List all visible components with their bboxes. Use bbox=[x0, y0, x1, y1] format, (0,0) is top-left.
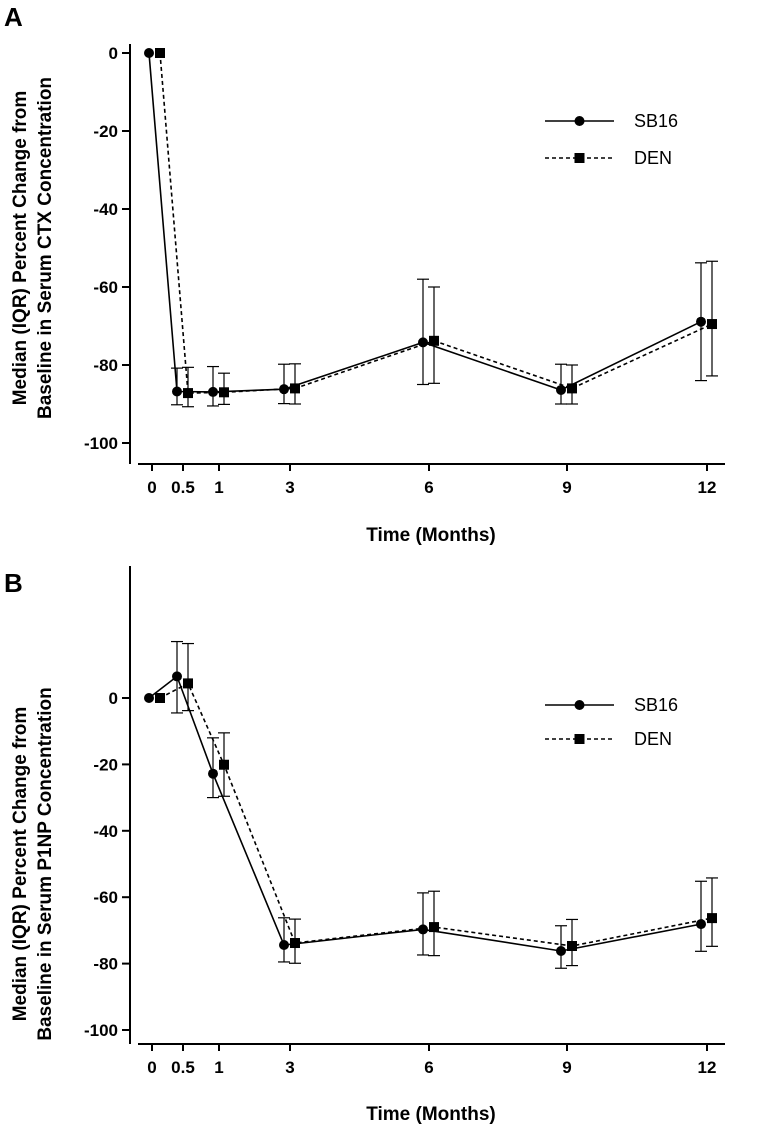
sb16-point bbox=[172, 671, 182, 682]
x-axis-title: Time (Months) bbox=[366, 525, 495, 546]
sb16-point bbox=[696, 316, 706, 327]
x-tick-label: 12 bbox=[698, 478, 717, 497]
sb16-line bbox=[148, 675, 702, 952]
legend-sb16-marker bbox=[574, 116, 585, 126]
den-point bbox=[290, 383, 300, 394]
y-tick-label: -80 bbox=[93, 356, 118, 375]
den-line bbox=[159, 682, 713, 947]
x-tick-label: 3 bbox=[285, 1058, 294, 1077]
y-axis-title-line: Median (IQR) Percent Change from bbox=[10, 91, 31, 406]
sb16-point bbox=[279, 940, 289, 951]
y-tick-label: -20 bbox=[93, 755, 118, 774]
x-tick-label: 6 bbox=[424, 1058, 433, 1077]
den-point bbox=[707, 319, 717, 330]
den-point bbox=[429, 922, 439, 933]
x-tick-label: 0.5 bbox=[171, 478, 195, 497]
x-tick-label: 12 bbox=[698, 1058, 717, 1077]
panel-label-b: B bbox=[4, 568, 23, 598]
den-point bbox=[290, 938, 300, 949]
y-axis-title-line: Baseline in Serum CTX Concentration bbox=[35, 77, 56, 419]
x-axis-title: Time (Months) bbox=[366, 1104, 495, 1125]
y-tick-label: -100 bbox=[84, 1021, 118, 1040]
x-tick-label: 9 bbox=[562, 478, 571, 497]
y-tick-label: -20 bbox=[93, 122, 118, 141]
x-tick-label: 9 bbox=[562, 1058, 571, 1077]
sb16-point bbox=[696, 919, 706, 930]
sb16-point bbox=[418, 337, 428, 348]
sb16-point bbox=[556, 945, 566, 956]
y-axis-title-line: Median (IQR) Percent Change from bbox=[10, 707, 31, 1022]
sb16-point bbox=[418, 924, 428, 935]
y-axis-title-line: Baseline in Serum P1NP Concentration bbox=[35, 687, 56, 1040]
den-point bbox=[183, 678, 193, 689]
legend-sb16-marker bbox=[574, 700, 585, 710]
den-point bbox=[429, 335, 439, 346]
den-point bbox=[567, 383, 577, 394]
sb16-point bbox=[556, 384, 566, 395]
x-tick-label: 1 bbox=[214, 478, 223, 497]
den-point bbox=[567, 941, 577, 952]
y-tick-label: -80 bbox=[93, 955, 118, 974]
legend-sb16-label: SB16 bbox=[634, 695, 678, 715]
den-point bbox=[707, 913, 717, 924]
den-point bbox=[155, 693, 165, 703]
legend-den-label: DEN bbox=[634, 729, 672, 749]
y-tick-label: -60 bbox=[93, 888, 118, 907]
x-tick-label: 0.5 bbox=[171, 1058, 195, 1077]
y-tick-label: -60 bbox=[93, 278, 118, 297]
x-tick-label: 0 bbox=[147, 478, 156, 497]
den-point bbox=[183, 388, 193, 399]
legend-sb16-label: SB16 bbox=[634, 111, 678, 131]
legend-den-marker bbox=[574, 153, 585, 163]
x-tick-label: 3 bbox=[285, 478, 294, 497]
sb16-point bbox=[144, 48, 154, 58]
y-tick-label: 0 bbox=[109, 689, 118, 708]
panel-label-a: A bbox=[4, 2, 23, 32]
y-tick-label: -100 bbox=[84, 434, 118, 453]
p1np-chart: 0 -20 -40 -60 -80 -100 0 0.5 1 3 6 9 12 Time (Months)… bbox=[10, 566, 725, 1125]
x-tick-label: 0 bbox=[147, 1058, 156, 1077]
sb16-point bbox=[144, 693, 154, 703]
sb16-point bbox=[208, 768, 218, 779]
y-tick-label: 0 bbox=[109, 44, 118, 63]
x-tick-label: 1 bbox=[214, 1058, 223, 1077]
den-point bbox=[219, 387, 229, 398]
den-point bbox=[155, 48, 165, 58]
den-point bbox=[219, 759, 229, 770]
ctx-chart: 0 -20 -40 -60 -80 -100 0 0.5 1 3 6 9 12 Time (Months)… bbox=[10, 44, 725, 546]
y-tick-label: -40 bbox=[93, 200, 118, 219]
sb16-point bbox=[172, 386, 182, 397]
legend-den-marker bbox=[574, 734, 585, 744]
legend-den-label: DEN bbox=[634, 148, 672, 168]
y-tick-label: -40 bbox=[93, 822, 118, 841]
x-tick-label: 6 bbox=[424, 478, 433, 497]
